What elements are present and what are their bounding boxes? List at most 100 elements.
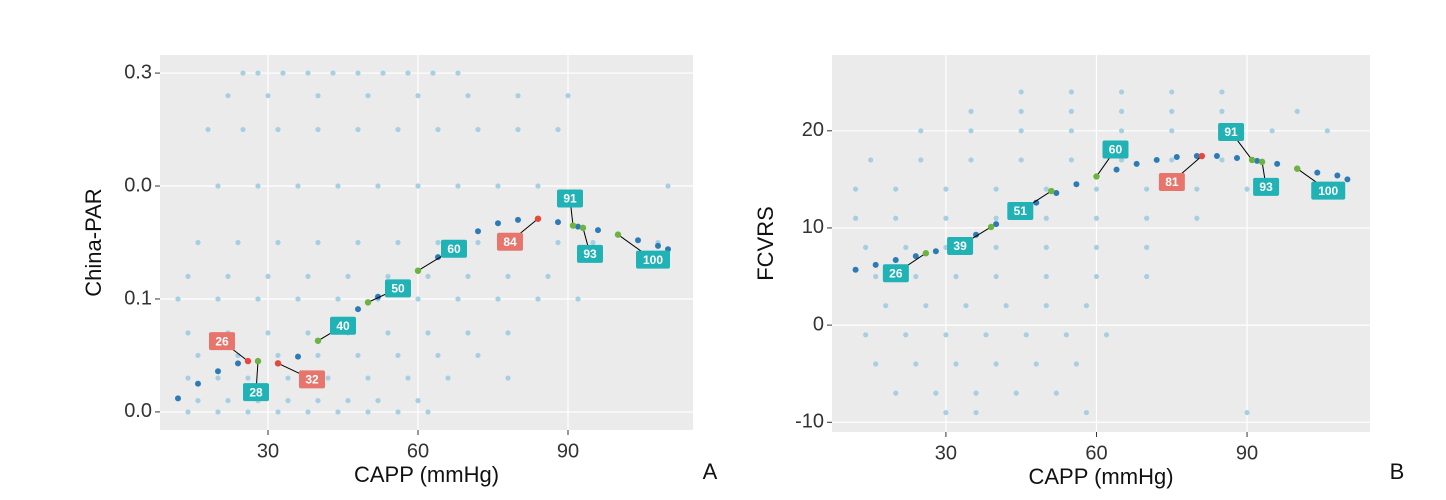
data-point [305, 273, 311, 279]
x-tick-label: 60 [407, 440, 429, 462]
data-point [993, 244, 999, 250]
data-point [215, 183, 221, 189]
data-point [435, 352, 441, 359]
x-axis-title: CAPP (mmHg) [354, 462, 499, 487]
data-point [1169, 89, 1175, 95]
data-point [1118, 157, 1125, 163]
data-point [475, 352, 481, 359]
point-label: 28 [249, 385, 263, 399]
data-point [1219, 108, 1225, 114]
data-point [455, 183, 461, 189]
label-box [577, 244, 603, 263]
data-point [465, 93, 471, 99]
y-tick-label: 0.3 [124, 61, 152, 83]
data-point [993, 361, 999, 367]
data-point [445, 375, 451, 381]
x-tick-label: 30 [935, 442, 957, 464]
data-point [355, 70, 361, 76]
label-box [243, 383, 269, 402]
data-point [430, 70, 436, 76]
data-point [225, 273, 231, 279]
data-point [255, 183, 261, 189]
data-point [968, 128, 974, 134]
fit-point [215, 368, 221, 375]
label-box [1158, 173, 1185, 192]
fit-point [872, 261, 879, 268]
data-point [993, 215, 999, 221]
data-point [175, 296, 181, 302]
data-point [425, 409, 431, 415]
fit-point [515, 216, 521, 223]
y-tick-label: 0.1 [124, 287, 152, 309]
data-point [355, 126, 361, 133]
data-point [852, 186, 859, 192]
data-point [325, 375, 331, 381]
data-point [335, 409, 341, 415]
data-point [943, 215, 949, 221]
fit-point [1213, 153, 1220, 160]
data-point [505, 273, 511, 279]
data-point [305, 330, 311, 336]
label-box [299, 370, 325, 389]
fit-point [195, 380, 201, 387]
plot-background [832, 55, 1370, 432]
data-point [1068, 157, 1074, 163]
highlight-point [569, 222, 577, 229]
data-point [275, 239, 281, 246]
data-point [215, 375, 221, 381]
data-point [245, 375, 251, 381]
data-point [385, 273, 391, 279]
x-tick-label: 90 [557, 440, 579, 462]
data-point [425, 273, 431, 279]
data-point [1093, 215, 1100, 221]
data-point [1118, 108, 1125, 114]
data-point [285, 375, 291, 381]
data-point [365, 375, 371, 381]
label-box [947, 236, 974, 255]
data-point [215, 409, 221, 415]
data-point [1269, 128, 1275, 134]
data-point [495, 183, 501, 189]
data-point [1118, 89, 1125, 95]
point-label: 60 [1109, 143, 1123, 157]
data-point [973, 409, 979, 416]
data-point [893, 215, 899, 221]
highlight-point [274, 360, 282, 367]
y-axis-title: China-PAR [81, 188, 106, 296]
highlight-point [314, 337, 322, 344]
data-point [1169, 157, 1175, 163]
data-point [515, 126, 521, 133]
data-point [405, 70, 411, 76]
data-point [575, 296, 581, 302]
data-point [305, 70, 311, 76]
data-point [873, 273, 879, 280]
fit-point [1344, 176, 1351, 183]
data-point [1043, 215, 1049, 221]
label-box [636, 250, 670, 269]
data-point [415, 183, 421, 189]
data-point [235, 239, 241, 246]
data-point [1103, 332, 1110, 338]
data-point [1053, 390, 1059, 396]
fit-point [595, 227, 601, 234]
y-tick-label: 0.0 [124, 400, 152, 422]
point-label: 51 [1014, 204, 1028, 218]
point-label: 93 [583, 247, 597, 261]
y-tick-label: -10 [795, 411, 824, 433]
data-point [330, 70, 336, 76]
fit-point [355, 306, 361, 313]
label-box [1253, 177, 1280, 196]
data-point [275, 409, 281, 415]
fit-point [1254, 157, 1261, 164]
data-point [275, 126, 281, 133]
data-point [185, 409, 191, 415]
fit-point [235, 360, 241, 367]
point-label: 91 [563, 192, 577, 206]
data-point [893, 390, 899, 396]
data-point [345, 273, 351, 279]
data-point [1294, 108, 1300, 114]
data-point [185, 375, 191, 381]
label-box [441, 239, 467, 258]
data-point [1194, 215, 1200, 221]
data-point [395, 352, 401, 359]
